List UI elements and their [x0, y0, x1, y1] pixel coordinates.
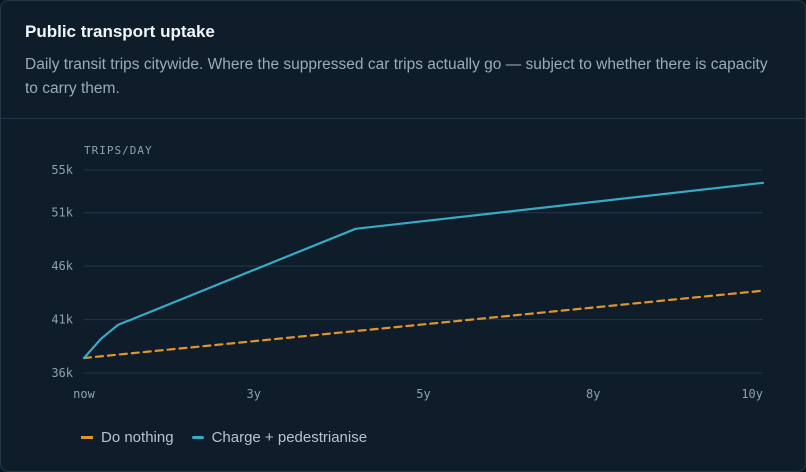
chart-title: Public transport uptake — [25, 22, 215, 41]
legend-item-charge-pedestrianise[interactable]: Charge + pedestrianise — [191, 428, 368, 446]
y-tick-label: 36k — [51, 366, 73, 380]
series-line-charge-pedestrianise — [82, 181, 765, 360]
y-tick-label: 41k — [51, 313, 73, 327]
x-tick-label: 5y — [416, 387, 430, 401]
y-axis-label: TRIPS/DAY — [84, 144, 153, 157]
legend-swatch-dashed — [81, 435, 93, 439]
legend-label: Do nothing — [101, 428, 174, 446]
legend-item-do-nothing[interactable]: Do nothing — [81, 429, 174, 446]
card-header: Public transport uptake Daily transit tr… — [1, 1, 805, 119]
x-tick-label: 8y — [586, 387, 600, 401]
legend-swatch-solid — [191, 435, 204, 439]
y-tick-label: 55k — [51, 163, 73, 177]
series-line-do-nothing — [82, 289, 765, 360]
y-tick-label: 46k — [51, 259, 73, 273]
chart-legend: Do nothing Charge + pedestrianise — [81, 427, 367, 447]
chart-subtitle: Daily transit trips citywide. Where the … — [25, 56, 768, 97]
legend-label: Charge + pedestrianise — [211, 428, 368, 446]
x-tick-label: 10y — [741, 387, 763, 401]
y-tick-label: 51k — [51, 206, 73, 220]
x-tick-label: 3y — [247, 387, 261, 401]
x-tick-label: now — [73, 387, 95, 401]
